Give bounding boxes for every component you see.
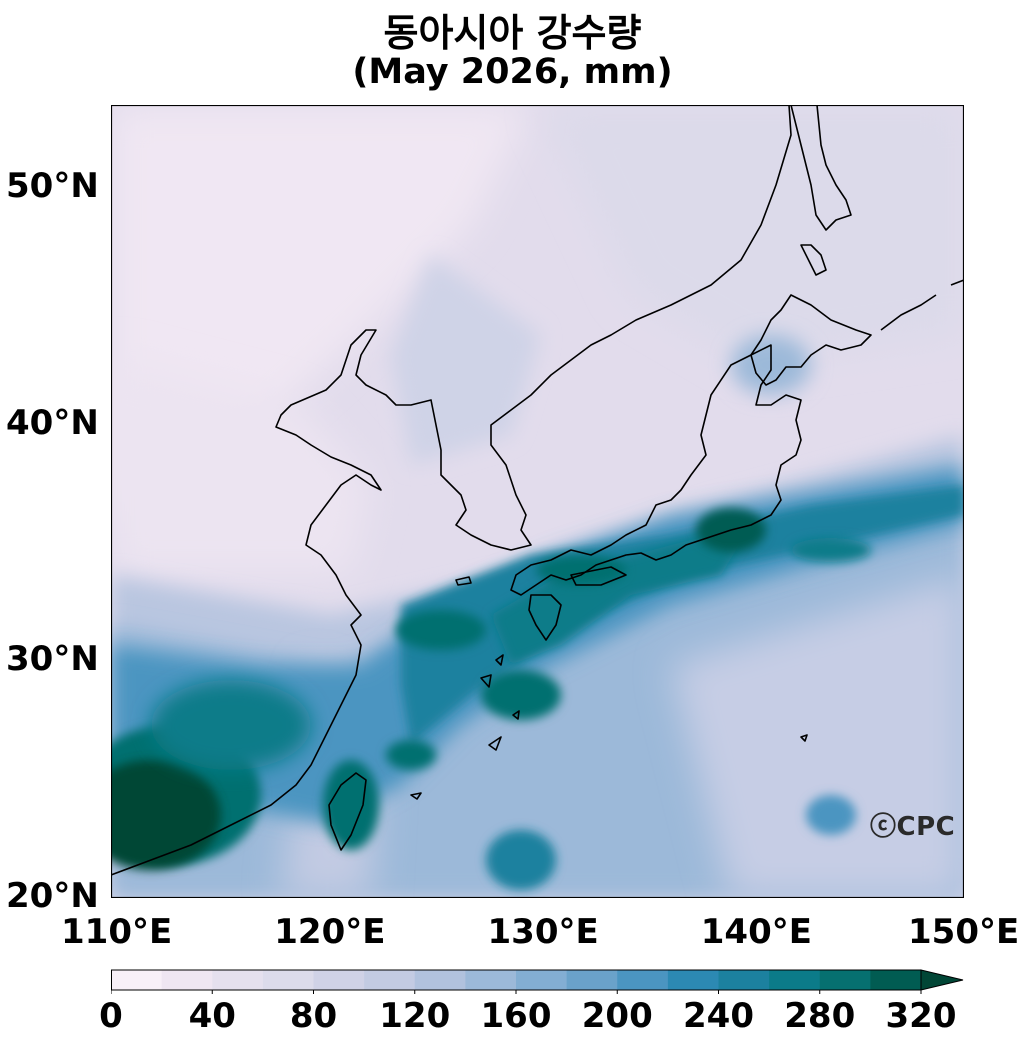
lon-tick-label: 150°E (908, 912, 1020, 952)
colorbar-segment (617, 970, 669, 990)
colorbar-segment (769, 970, 821, 990)
colorbar-segment (414, 970, 466, 990)
cpc-logo: ⓒCPC (870, 812, 956, 842)
colorbar-tick-label: 320 (885, 996, 957, 1036)
precipitation-map (111, 105, 964, 898)
colorbar-tick-label: 40 (188, 996, 236, 1036)
colorbar-segment (111, 970, 163, 990)
colorbar-segment (212, 970, 264, 990)
lat-tick-label: 40°N (6, 402, 99, 443)
colorbar-segment (262, 970, 314, 990)
lon-tick-label: 120°E (274, 912, 386, 952)
lon-tick-label: 140°E (700, 912, 812, 952)
colorbar-tick-label: 0 (99, 996, 123, 1036)
coastlines (111, 105, 964, 876)
precip-field (111, 105, 964, 898)
lon-tick-label: 130°E (487, 912, 599, 952)
lat-tick-label: 20°N (6, 876, 99, 916)
colorbar-segment (566, 970, 618, 990)
colorbar-tick-label: 280 (784, 996, 856, 1036)
chart-title: 동아시아 강수량 (383, 11, 642, 55)
colorbar-segment (161, 970, 213, 990)
colorbar-tick-label: 200 (581, 996, 653, 1036)
map-frame (111, 105, 964, 898)
colorbar-tick-label: 160 (480, 996, 552, 1036)
colorbar-segment (364, 970, 416, 990)
lat-tick-label: 30°N (6, 639, 99, 680)
lon-tick-label: 110°E (61, 912, 173, 952)
map-panel: ⓒCPC (111, 105, 964, 898)
chart-subtitle: (May 2026, mm) (352, 52, 673, 92)
lat-tick-label: 50°N (6, 165, 99, 206)
colorbar-segment (819, 970, 871, 990)
colorbar-segment (870, 970, 922, 990)
colorbar-segment (718, 970, 770, 990)
colorbar-extend-arrow (920, 969, 964, 991)
colorbar-segment (667, 970, 719, 990)
colorbar-tick-label: 80 (289, 996, 338, 1036)
colorbar-segment (313, 970, 365, 990)
colorbar (111, 969, 964, 994)
colorbar-tick-label: 240 (683, 996, 754, 1036)
colorbar-segment (516, 970, 568, 990)
colorbar-tick-label: 120 (379, 996, 451, 1036)
colorbar-segment (465, 970, 517, 990)
